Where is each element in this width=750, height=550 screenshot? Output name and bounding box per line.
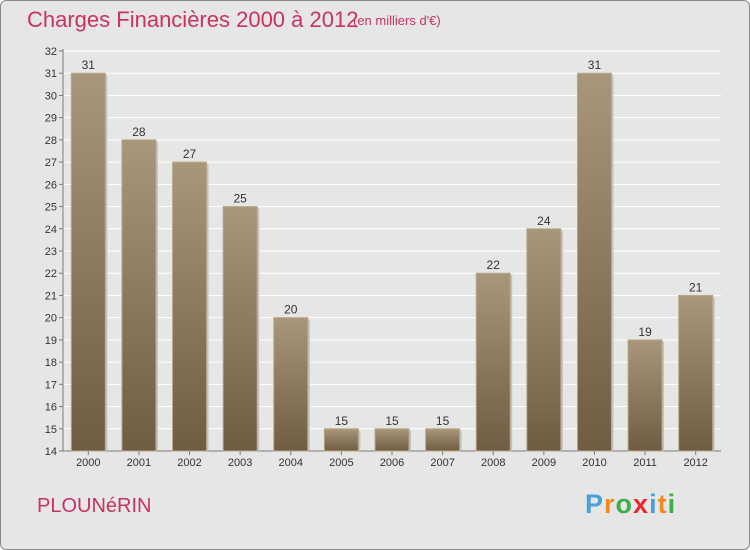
y-tick-label: 20 [45, 313, 57, 325]
chart-title: Charges Financières 2000 à 2012 [27, 7, 359, 32]
data-label: 20 [284, 303, 298, 317]
y-tick-label: 26 [45, 179, 57, 191]
y-tick-label: 22 [45, 268, 57, 280]
y-tick-label: 23 [45, 246, 57, 258]
y-tick-label: 21 [45, 290, 57, 302]
y-tick-label: 28 [45, 135, 57, 147]
data-label: 15 [385, 414, 399, 428]
y-tick-label: 24 [45, 224, 57, 236]
bar [121, 139, 157, 452]
bars [70, 72, 715, 452]
bar [576, 72, 612, 452]
bar [526, 228, 562, 452]
town-name: PLOUNéRIN [37, 495, 152, 517]
data-label: 28 [132, 125, 146, 139]
x-tick-label: 2012 [683, 457, 707, 469]
grid-lines [63, 50, 721, 452]
bar [172, 161, 208, 452]
x-tick-label: 2000 [76, 457, 100, 469]
y-tick-label: 18 [45, 357, 57, 369]
proxiti-logo: Proxiti [585, 489, 677, 519]
y-tick-label: 32 [45, 46, 57, 58]
labels: 31 2000 28 2001 27 2002 25 2003 20 2004 15 2005 15 20… [76, 58, 708, 469]
x-tick-label: 2004 [279, 457, 303, 469]
bar [222, 206, 258, 452]
x-tick-label: 2007 [430, 457, 454, 469]
x-tick-label: 2005 [329, 457, 353, 469]
data-label: 22 [487, 258, 501, 272]
data-label: 19 [638, 325, 652, 339]
y-tick-label: 25 [45, 202, 57, 214]
data-label: 31 [588, 58, 602, 72]
x-tick-label: 2003 [228, 457, 252, 469]
x-tick-label: 2008 [481, 457, 505, 469]
bar [627, 339, 663, 452]
y-tick-label: 29 [45, 113, 57, 125]
bar [70, 72, 106, 452]
y-tick-label: 31 [45, 68, 57, 80]
y-tick-label: 30 [45, 90, 57, 102]
y-tick-label: 19 [45, 335, 57, 347]
bar [475, 272, 511, 452]
chart-subtitle: (en milliers d'€) [353, 13, 441, 28]
x-tick-label: 2010 [582, 457, 606, 469]
data-label: 31 [82, 58, 96, 72]
y-tick-label: 16 [45, 402, 57, 414]
data-label: 15 [335, 414, 349, 428]
y-tick-label: 17 [45, 379, 57, 391]
bar [374, 428, 410, 452]
data-label: 27 [183, 147, 197, 161]
x-tick-label: 2006 [380, 457, 404, 469]
data-label: 15 [436, 414, 450, 428]
x-tick-label: 2001 [127, 457, 151, 469]
x-tick-label: 2002 [177, 457, 201, 469]
x-tick-label: 2011 [633, 457, 657, 469]
data-label: 24 [537, 214, 551, 228]
y-tick-label: 15 [45, 424, 57, 436]
data-label: 25 [233, 192, 247, 206]
y-tick-label: 14 [45, 446, 57, 458]
bar [273, 317, 309, 452]
data-label: 21 [689, 280, 703, 294]
x-tick-label: 2009 [532, 457, 556, 469]
bar [425, 428, 461, 452]
bar [678, 294, 714, 452]
y-tick-label: 27 [45, 157, 57, 169]
bar [323, 428, 359, 452]
